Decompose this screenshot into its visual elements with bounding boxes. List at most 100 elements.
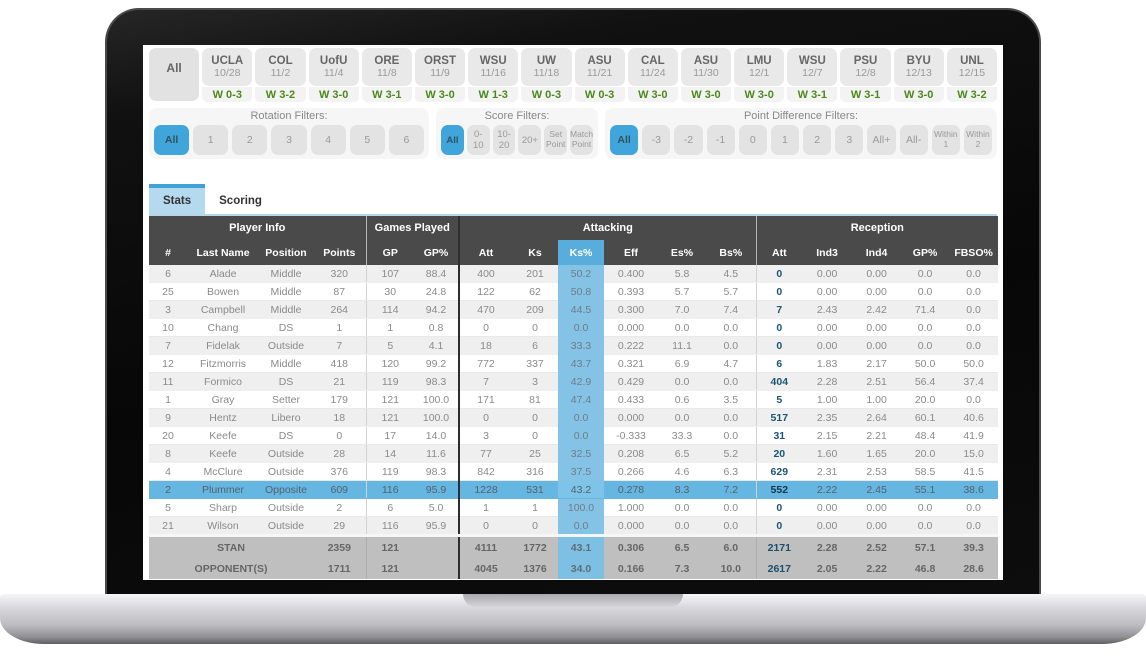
cell: 77 <box>458 444 512 463</box>
game-tab-ucla-10-28[interactable]: UCLA 10/28 W 0-3 <box>202 48 253 103</box>
cell: 0.000 <box>604 408 658 427</box>
score-filter-match-point[interactable]: Match Point <box>570 125 593 155</box>
cell: 4.7 <box>706 354 757 373</box>
rotation-filter-3[interactable]: 3 <box>271 125 307 155</box>
game-tab-psu-12-8[interactable]: PSU 12/8 W 3-1 <box>840 48 891 103</box>
col-header-rec-gp-pct[interactable]: GP% <box>901 240 950 265</box>
col-header-fbso-pct[interactable]: FBSO% <box>949 240 999 265</box>
player-row-alade-6[interactable]: 6 Alade Middle 320 107 88.4 400 201 50.2 0.400 5.8… <box>149 265 999 283</box>
game-tab-byu-12-13[interactable]: BYU 12/13 W 3-0 <box>893 48 944 103</box>
player-row-chang-10[interactable]: 10 Chang DS 1 1 0.8 0 0 0.0 0.000 0.0 0.0 0 0.00 0.00 0… <box>149 318 999 337</box>
cell <box>414 534 459 558</box>
game-tab-unl-12-15[interactable]: UNL 12/15 W 3-2 <box>946 48 997 103</box>
col-header-number[interactable]: # <box>149 240 187 265</box>
game-tab-orst-11-9[interactable]: ORST 11/9 W 3-0 <box>414 48 466 103</box>
point-difference-filter-within-2[interactable]: Within 2 <box>963 125 993 155</box>
cell: 6.5 <box>658 444 706 463</box>
cell: 0.0 <box>706 516 757 536</box>
game-tab-wsu-11-16[interactable]: WSU 11/16 W 1-3 <box>468 48 519 103</box>
game-result: W 3-0 <box>414 87 466 102</box>
score-filter-20-plus[interactable]: 20+ <box>518 125 542 155</box>
rotation-filter-2[interactable]: 2 <box>232 125 268 155</box>
cell: 2.15 <box>802 426 853 445</box>
game-date: 11/2 <box>270 67 291 79</box>
col-header-gp[interactable]: GP <box>365 240 414 265</box>
col-header-last-name[interactable]: Last Name <box>187 240 259 265</box>
rotation-filter-4[interactable]: 4 <box>310 125 346 155</box>
player-row-sharp-5[interactable]: 5 Sharp Outside 2 6 5.0 1 1 100.0 1.000 0.0 0.0 0 0.0… <box>149 498 999 517</box>
cell: 1228 <box>458 480 512 499</box>
point-difference-filter-0[interactable]: 0 <box>738 125 767 155</box>
game-tab-col-11-2[interactable]: COL 11/2 W 3-2 <box>255 48 306 103</box>
score-filter-0-10[interactable]: 0-10 <box>466 125 490 155</box>
cell: Outside <box>259 462 313 481</box>
rotation-filter-5[interactable]: 5 <box>349 125 385 155</box>
rotation-filters-group: Rotation Filters: All 1 2 3 4 5 6 <box>149 108 429 159</box>
cell: 629 <box>755 462 803 481</box>
point-difference-filter-within-1[interactable]: Within 1 <box>931 125 960 155</box>
game-tab-ore-11-8[interactable]: ORE 11/8 W 3-1 <box>361 48 412 103</box>
col-header-ks-pct[interactable]: Ks% <box>558 240 604 265</box>
player-row-formico-11[interactable]: 11 Formico DS 21 119 98.3 7 3 42.9 0.429 0.0 0.0 404… <box>149 372 999 391</box>
cell: -0.333 <box>604 426 658 445</box>
tab-scoring[interactable]: Scoring <box>219 195 262 207</box>
game-tab-asu-11-21[interactable]: ASU 11/21 W 0-3 <box>574 48 625 103</box>
col-header-es-pct[interactable]: Es% <box>658 240 706 265</box>
point-difference-filter-neg-1[interactable]: -1 <box>706 125 735 155</box>
cell: 0.00 <box>852 336 902 355</box>
game-tab-lmu-12-1[interactable]: LMU 12/1 W 3-0 <box>734 48 785 103</box>
point-difference-filter-3[interactable]: 3 <box>835 125 864 155</box>
col-header-eff[interactable]: Eff <box>604 240 658 265</box>
game-date: 12/13 <box>905 67 932 79</box>
player-row-plummer-2[interactable]: 2 Plummer Opposite 609 116 95.9 1228 531 43.2 0.2… <box>149 480 999 499</box>
column-header-row: # Last Name Position Points GP GP% Att K… <box>149 240 999 265</box>
game-tab-uw-11-18[interactable]: UW 11/18 W 0-3 <box>521 48 572 103</box>
cell: 0.0 <box>949 318 999 337</box>
cell: 2.52 <box>852 534 902 558</box>
col-header-position[interactable]: Position <box>259 240 313 265</box>
cell: 46.8 <box>901 558 950 579</box>
cell: 18 <box>313 408 366 427</box>
game-tab-uofu-11-4[interactable]: UofU 11/4 W 3-0 <box>308 48 359 103</box>
game-tab-cal-11-24[interactable]: CAL 11/24 W 3-0 <box>627 48 678 103</box>
player-row-fitzmorris-12[interactable]: 12 Fitzmorris Middle 418 120 99.2 772 337 43.7 0.… <box>149 354 999 373</box>
rotation-filter-6[interactable]: 6 <box>388 125 424 155</box>
col-header-ks[interactable]: Ks <box>512 240 558 265</box>
player-row-keefe-20[interactable]: 20 Keefe DS 0 17 14.0 3 0 0.0 -0.333 33.3 0.0 31 2.15… <box>149 426 999 445</box>
player-row-fidelak-7[interactable]: 7 Fidelak Outside 7 5 4.1 18 6 33.3 0.222 11.1 0.0 0… <box>149 336 999 355</box>
game-tab-all[interactable]: All <box>149 48 200 101</box>
cell: 1 <box>149 390 187 409</box>
col-header-ind4[interactable]: Ind4 <box>852 240 902 265</box>
player-row-campbell-3[interactable]: 3 Campbell Middle 264 114 94.2 470 209 44.5 0.300… <box>149 300 999 319</box>
col-header-rec-att[interactable]: Att <box>755 240 803 265</box>
player-row-mcclure-4[interactable]: 4 McClure Outside 376 119 98.3 842 316 37.5 0.266… <box>149 462 999 481</box>
cell: 43.1 <box>558 534 604 558</box>
point-difference-filter-all-plus[interactable]: All+ <box>867 125 896 155</box>
point-difference-filter-1[interactable]: 1 <box>770 125 800 155</box>
cell: 0.000 <box>604 318 658 337</box>
player-row-keefe-8[interactable]: 8 Keefe Outside 28 14 11.6 77 25 32.5 0.208 6.5 5.2… <box>149 444 999 463</box>
point-difference-filter-all-minus[interactable]: All- <box>899 125 928 155</box>
game-tab-asu-11-30[interactable]: ASU 11/30 W 3-0 <box>680 48 732 103</box>
col-header-gp-pct[interactable]: GP% <box>414 240 459 265</box>
score-filter-set-point[interactable]: Set Point <box>544 125 568 155</box>
point-difference-filter-neg-2[interactable]: -2 <box>674 125 703 155</box>
col-header-bs-pct[interactable]: Bs% <box>706 240 757 265</box>
player-row-bowen-25[interactable]: 25 Bowen Middle 87 30 24.8 122 62 50.8 0.393 5.7 5.… <box>149 282 999 301</box>
col-header-ind3[interactable]: Ind3 <box>802 240 853 265</box>
player-row-wilson-21[interactable]: 21 Wilson Outside 29 116 95.9 0 0 0.0 0.000 0.0 0.0… <box>149 516 999 536</box>
point-difference-filter-all[interactable]: All <box>610 125 639 155</box>
tab-stats[interactable]: Stats <box>149 184 206 214</box>
player-row-hentz-9[interactable]: 9 Hentz Libero 18 121 100.0 0 0 0.0 0.000 0.0 0.0 51… <box>149 408 999 427</box>
col-header-att[interactable]: Att <box>458 240 512 265</box>
col-header-points[interactable]: Points <box>313 240 366 265</box>
cell: 0.0 <box>949 265 999 283</box>
score-filter-10-20[interactable]: 10-20 <box>492 125 516 155</box>
point-difference-filter-neg-3[interactable]: -3 <box>642 125 671 155</box>
rotation-filter-1[interactable]: 1 <box>193 125 229 155</box>
game-tab-wsu-12-7[interactable]: WSU 12/7 W 3-1 <box>787 48 838 103</box>
player-row-gray-1[interactable]: 1 Gray Setter 179 121 100.0 171 81 47.4 0.433 0.6 3… <box>149 390 999 409</box>
point-difference-filter-2[interactable]: 2 <box>803 125 832 155</box>
rotation-filter-all[interactable]: All <box>154 125 190 155</box>
score-filter-all[interactable]: All <box>441 125 464 155</box>
